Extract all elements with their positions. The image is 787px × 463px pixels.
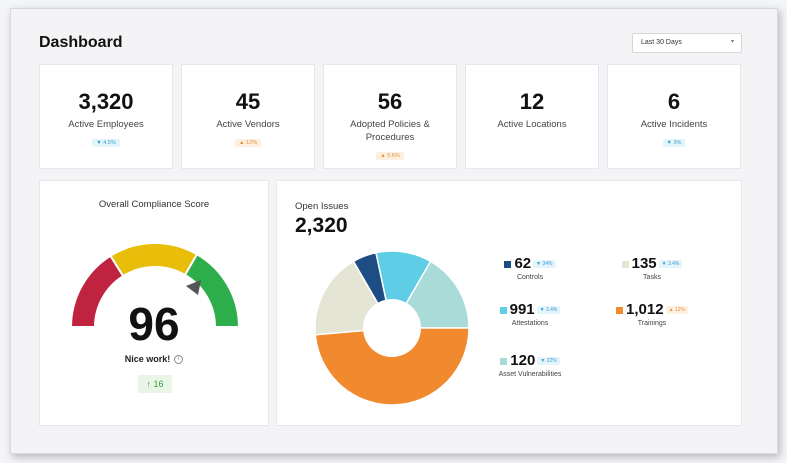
stat-change-badge: ▲ 12% xyxy=(235,139,261,147)
stat-value: 12 xyxy=(519,89,545,114)
compliance-title: Overall Compliance Score xyxy=(98,199,210,210)
legend-change-badge: ▼ 34% xyxy=(533,260,556,269)
stat-card-employees: 3,320 Active Employees ▼ 4.5% xyxy=(39,64,173,169)
legend-label: Controls xyxy=(516,274,544,281)
compliance-score: 96 xyxy=(128,298,180,350)
legend-swatch xyxy=(500,357,508,365)
legend-item-tasks: 135 ▼ 3.4% Tasks xyxy=(607,255,697,281)
stat-card-locations: 12 Active Locations xyxy=(465,64,599,169)
stat-card-vendors: 45 Active Vendors ▲ 12% xyxy=(181,64,315,169)
legend-change-badge: ▼ 3.4% xyxy=(658,260,683,269)
stat-change-badge: ▼ 4.5% xyxy=(92,139,120,147)
legend-value: 135 xyxy=(631,255,657,272)
stat-label: Adopted Policies & Procedures xyxy=(350,119,430,143)
legend-change-badge: ▲ 12% xyxy=(665,306,688,315)
stat-value: 45 xyxy=(235,89,261,114)
legend-swatch xyxy=(621,260,629,268)
info-icon[interactable]: i xyxy=(174,355,184,365)
open-issues-title: Open Issues xyxy=(295,201,349,212)
stat-card-policies: 56 Adopted Policies & Procedures ▲ 5.6% xyxy=(323,64,457,169)
stat-label: Active Locations xyxy=(497,119,567,130)
legend-swatch xyxy=(504,260,512,268)
stat-label: Active Incidents xyxy=(640,119,708,130)
legend-swatch xyxy=(499,306,507,314)
stat-value: 3,320 xyxy=(78,89,134,114)
compliance-gauge xyxy=(69,242,241,328)
legend-value: 62 xyxy=(514,255,532,272)
legend-item-attestations: 991 ▼ 3.4% Attestations xyxy=(485,301,575,327)
compliance-score-card: Overall Compliance Score 96 Nice work! i … xyxy=(39,180,269,426)
stat-change-badge: ▲ 5.6% xyxy=(376,152,404,160)
chevron-down-icon: ▾ xyxy=(730,39,734,45)
legend-item-controls: 62 ▼ 34% Controls xyxy=(485,255,575,281)
legend-swatch xyxy=(616,306,624,314)
gauge-segment-mid xyxy=(109,242,199,278)
legend-change-badge: ▼ 22% xyxy=(537,357,560,366)
compliance-delta-badge: ↑ 16 xyxy=(138,375,172,393)
open-issues-card: Open Issues 2,320 62 ▼ 34% Controls 135 ▼ … xyxy=(276,180,742,426)
date-range-value: Last 30 Days xyxy=(641,39,682,46)
page-title: Dashboard xyxy=(39,34,123,51)
dashboard-frame: Dashboard Last 30 Days ▾ 3,320 Active Em… xyxy=(10,8,778,454)
legend-value: 120 xyxy=(510,352,536,369)
stat-label: Active Vendors xyxy=(216,119,280,130)
legend-value: 1,012 xyxy=(626,301,664,318)
legend-item-asset-vulnerabilities: 120 ▼ 22% Asset Vulnerabilities xyxy=(485,352,575,378)
stat-card-incidents: 6 Active Incidents ▼ 3% xyxy=(607,64,741,169)
legend-change-badge: ▼ 3.4% xyxy=(536,306,561,315)
compliance-message-row: Nice work! i xyxy=(40,354,268,365)
stat-label: Active Employees xyxy=(68,119,144,130)
date-range-select[interactable]: Last 30 Days ▾ xyxy=(632,33,742,53)
legend-value: 991 xyxy=(509,301,535,318)
open-issues-donut xyxy=(314,250,470,406)
stat-value: 6 xyxy=(667,89,681,114)
stat-value: 56 xyxy=(377,89,403,114)
legend-item-trainings: 1,012 ▲ 12% Trainings xyxy=(607,301,697,327)
compliance-message: Nice work! xyxy=(124,354,171,364)
legend-label: Tasks xyxy=(643,274,661,281)
stat-change-badge: ▼ 3% xyxy=(662,139,686,147)
legend-label: Asset Vulnerabilities xyxy=(498,371,562,378)
gauge-pointer-icon xyxy=(186,280,201,295)
legend-label: Trainings xyxy=(637,320,667,327)
open-issues-total: 2,320 xyxy=(295,214,348,237)
legend-label: Attestations xyxy=(511,320,549,327)
